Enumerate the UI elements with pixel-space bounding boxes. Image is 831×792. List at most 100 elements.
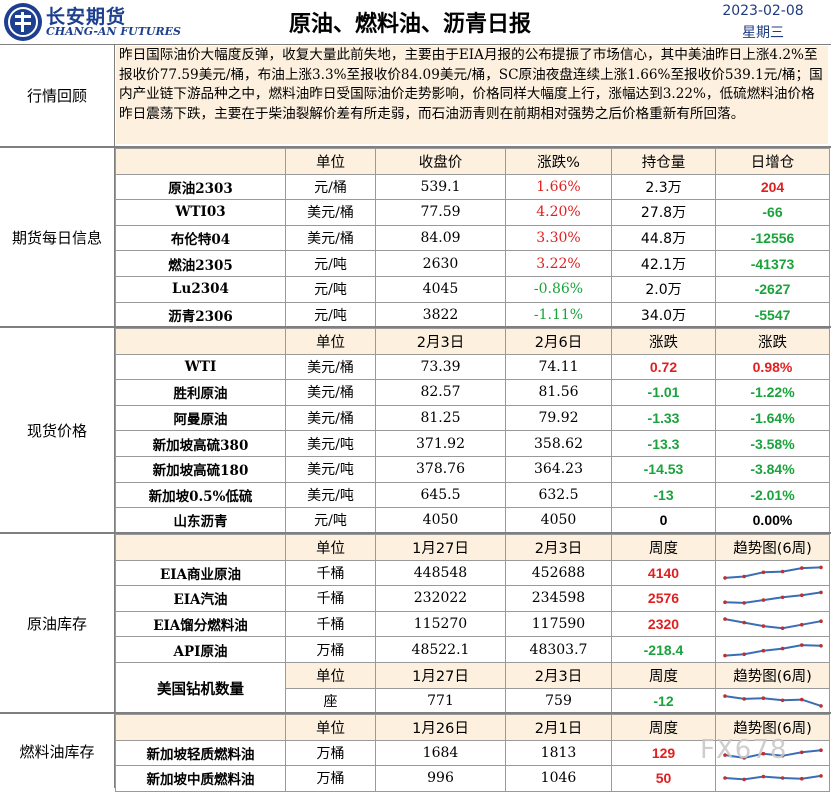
value-cell: 81.56 <box>505 379 612 406</box>
unit-cell: 美元/桶 <box>285 404 376 432</box>
trend-point <box>799 566 804 570</box>
header-cell: 周度 <box>611 534 716 561</box>
table-header-row: 单位 收盘价 涨跌% 持仓量 日增仓 <box>115 148 830 175</box>
table-row: EIA馏分燃料油 千桶 115270 117590 2320 <box>115 610 830 638</box>
trend-point <box>741 755 746 760</box>
trend-line <box>724 566 821 579</box>
trend-point <box>741 652 746 656</box>
header-cell <box>115 328 286 355</box>
trend-point <box>741 696 746 701</box>
table-row: Lu2304 元/吨 4045 -0.86% 2.0万 -2627 <box>115 275 830 303</box>
table-row: 山东沥青 元/吨 4050 4050 0 0.00% <box>115 507 830 534</box>
weekly-change-cell: 4140 <box>611 559 716 587</box>
table-header-row: 单位 1月27日 2月3日 周度 趋势图(6周) <box>115 534 830 561</box>
unit-cell: 元/吨 <box>285 275 376 303</box>
daily-oi-change-cell: -66 <box>715 199 830 226</box>
market-review-section: 行情回顾 <box>0 45 831 146</box>
trend-sparkline <box>715 559 830 587</box>
trend-point <box>818 748 823 752</box>
value-cell: 73.39 <box>375 353 506 381</box>
change-pct-cell: -2.01% <box>715 481 830 509</box>
header-cell <box>115 714 286 741</box>
change-pct-cell: 0.00% <box>715 507 830 534</box>
trend-point <box>799 697 804 702</box>
instrument-name: API原油 <box>115 636 286 663</box>
open-interest-cell: 42.1万 <box>611 250 716 277</box>
trend-point <box>741 601 746 606</box>
header-cell <box>115 148 286 175</box>
unit-cell: 元/吨 <box>285 507 376 534</box>
header-cell: 日增仓 <box>715 148 830 175</box>
trend-point <box>799 622 804 627</box>
instrument-name: EIA汽油 <box>115 585 286 612</box>
unit-cell: 元/吨 <box>285 250 376 277</box>
header-cell: 趋势图(6周) <box>715 661 830 689</box>
open-interest-cell: 2.0万 <box>611 275 716 303</box>
change-cell: 0 <box>611 507 716 534</box>
trend-sparkline <box>715 765 830 792</box>
header-cell: 1月27日 <box>375 661 506 689</box>
header-cell: 周度 <box>611 714 716 741</box>
trend-point <box>761 775 765 779</box>
value-cell: 4050 <box>505 507 612 534</box>
value-cell: 115270 <box>375 610 506 638</box>
trend-line <box>724 618 821 630</box>
header-cell: 2月6日 <box>505 328 612 355</box>
open-interest-cell: 44.8万 <box>611 224 716 252</box>
header-cell: 单位 <box>285 661 376 689</box>
unit-cell: 美元/吨 <box>285 430 376 457</box>
instrument-name: 新加坡0.5%低硫 <box>115 481 286 509</box>
header-cell: 单位 <box>285 328 376 355</box>
value-cell: 82.57 <box>375 379 506 406</box>
report-title: 原油、燃料油、沥青日报 <box>288 12 531 37</box>
daily-oi-change-cell: -2627 <box>715 275 830 303</box>
futures-table: 单位 收盘价 涨跌% 持仓量 日增仓 原油2303 元/桶 539.1 1.66% 2.… <box>115 148 830 329</box>
value-cell: 81.25 <box>375 404 506 432</box>
trend-point <box>761 624 765 628</box>
daily-oi-change-cell: -12556 <box>715 224 830 252</box>
header-cell: 持仓量 <box>611 148 716 175</box>
instrument-name: 新加坡高硫380 <box>115 430 286 457</box>
header-cell: 1月27日 <box>375 534 506 561</box>
weekly-change-cell: 50 <box>611 765 716 792</box>
report-header: 长安期货 CHANG-AN FUTURES 原油、燃料油、沥青日报 2023-0… <box>0 0 831 45</box>
header-cell: 趋势图(6周) <box>715 714 830 741</box>
value-cell: 645.5 <box>375 481 506 509</box>
trend-point <box>722 617 727 621</box>
table-row: 新加坡高硫380 美元/吨 371.92 358.62 -13.3 -3.58% <box>115 430 830 457</box>
report-weekday: 星期三 <box>742 25 784 41</box>
unit-cell: 千桶 <box>285 559 376 587</box>
close-price-cell: 3822 <box>375 301 506 329</box>
change-pct-cell: -1.22% <box>715 379 830 406</box>
value-cell: 452688 <box>505 559 612 587</box>
value-cell: 234598 <box>505 585 612 612</box>
trend-point <box>741 574 746 579</box>
instrument-name: 新加坡中质燃料油 <box>115 765 286 792</box>
trend-point <box>818 703 823 708</box>
trend-point <box>799 642 804 647</box>
fuel-inventory-section: 燃料油库存 <box>0 714 831 788</box>
trend-point <box>818 619 823 624</box>
value-cell: 371.92 <box>375 430 506 457</box>
open-interest-cell: 2.3万 <box>611 173 716 201</box>
table-row: API原油 万桶 48522.1 48303.7 -218.4 <box>115 636 830 663</box>
value-cell: 632.5 <box>505 481 612 509</box>
table-header-row: 美国钻机数量 单位 1月27日 2月3日 周度 趋势图(6周) <box>115 661 830 715</box>
unit-cell: 美元/桶 <box>285 199 376 226</box>
change-cell: -1.33 <box>611 404 716 432</box>
trend-line <box>724 591 821 605</box>
header-cell: 单位 <box>285 534 376 561</box>
value-cell: 1046 <box>505 765 612 792</box>
table-row: EIA商业原油 千桶 448548 452688 4140 <box>115 559 830 587</box>
trend-point <box>722 600 727 605</box>
weekly-change-cell: 2576 <box>611 585 716 612</box>
unit-cell: 万桶 <box>285 739 376 767</box>
trend-point <box>761 648 765 653</box>
header-cell <box>115 534 286 561</box>
section-divider <box>0 326 831 328</box>
value-cell: 358.62 <box>505 430 612 457</box>
trend-point <box>818 591 823 595</box>
trend-point <box>761 751 765 756</box>
change-pct-cell: -1.11% <box>505 301 612 329</box>
trend-point <box>799 750 804 754</box>
